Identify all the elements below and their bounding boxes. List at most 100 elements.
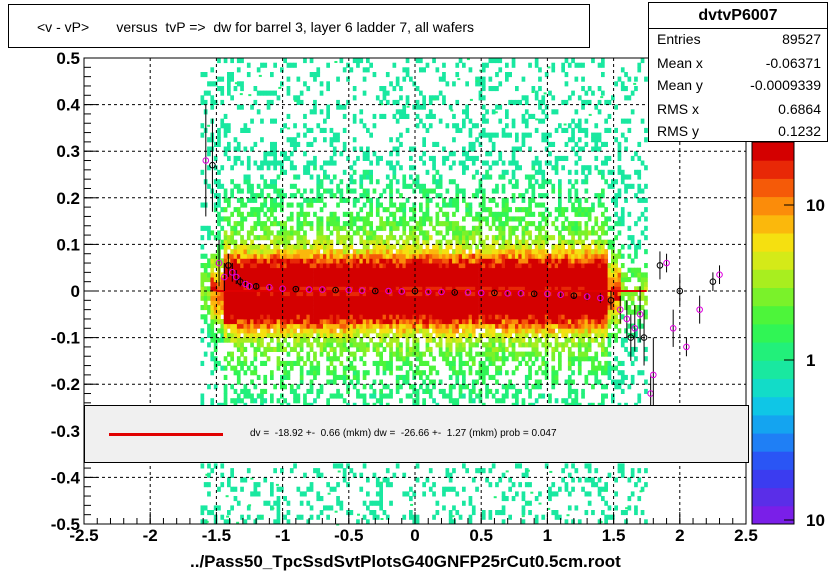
heatmap-cell (458, 370, 463, 376)
heatmap-cell (528, 323, 532, 329)
heatmap-cell (379, 286, 383, 292)
heatmap-cell (495, 267, 499, 273)
heatmap-cell (227, 300, 231, 306)
heatmap-cell (561, 346, 565, 352)
heatmap-cell (256, 319, 261, 325)
heatmap-cell (246, 179, 251, 185)
heatmap-cell (485, 346, 489, 352)
heatmap-cell (313, 244, 317, 250)
heatmap-cell (230, 332, 234, 338)
heatmap-cell (581, 323, 585, 329)
heatmap-cell (339, 314, 344, 320)
heatmap-cell (415, 342, 420, 348)
heatmap-cell (389, 272, 393, 278)
heatmap-cell (445, 291, 450, 297)
heatmap-cell (293, 323, 297, 329)
heatmap-cell (419, 286, 423, 292)
heatmap-cell (389, 314, 393, 320)
heatmap-cell (223, 249, 228, 255)
heatmap-cell (458, 127, 463, 133)
heatmap-cell (240, 342, 244, 348)
heatmap-cell (236, 393, 241, 399)
heatmap-cell (336, 500, 340, 506)
heatmap-cell (392, 258, 397, 264)
heatmap-cell (299, 514, 304, 520)
heatmap-cell (250, 398, 254, 404)
heatmap-cell (511, 160, 516, 166)
heatmap-cell (260, 118, 264, 124)
heatmap-cell (246, 230, 251, 236)
heatmap-cell (346, 510, 350, 516)
heatmap-cell (253, 323, 258, 329)
heatmap-cell (409, 146, 413, 152)
heatmap-cell (428, 332, 433, 338)
heatmap-cell (448, 281, 453, 287)
heatmap-cell (541, 244, 546, 250)
heatmap-cell (435, 510, 440, 516)
heatmap-cell (342, 267, 347, 273)
heatmap-cell (250, 258, 254, 264)
heatmap-cell (571, 356, 575, 362)
heatmap-cell (478, 141, 483, 147)
heatmap-cell (375, 95, 380, 101)
heatmap-cell (524, 188, 529, 194)
heatmap-cell (452, 291, 456, 297)
heatmap-cell (538, 244, 542, 250)
heatmap-cell (571, 519, 575, 525)
heatmap-cell (332, 216, 337, 222)
heatmap-cell (468, 314, 473, 320)
heatmap-cell (445, 155, 450, 161)
heatmap-cell (332, 365, 337, 371)
heatmap-cell (412, 207, 417, 213)
heatmap-cell (369, 235, 373, 241)
heatmap-cell (591, 365, 595, 371)
heatmap-cell (594, 468, 599, 474)
heatmap-cell (412, 235, 417, 241)
heatmap-cell (577, 155, 582, 161)
heatmap-cell (541, 281, 546, 287)
heatmap-cell (455, 379, 460, 385)
heatmap-cell (213, 514, 218, 520)
heatmap-cell (511, 118, 516, 124)
heatmap-cell (256, 346, 261, 352)
heatmap-cell (306, 519, 311, 525)
heatmap-cell (276, 230, 281, 236)
heatmap-cell (462, 239, 466, 245)
heatmap-cell (293, 146, 297, 152)
heatmap-cell (442, 332, 446, 338)
heatmap-cell (594, 356, 599, 362)
heatmap-cell (342, 314, 347, 320)
heatmap-cell (415, 179, 420, 185)
heatmap-cell (402, 174, 407, 180)
heatmap-cell (554, 263, 559, 269)
heatmap-cell (548, 398, 552, 404)
heatmap-cell (471, 328, 476, 334)
heatmap-cell (339, 239, 344, 245)
heatmap-cell (356, 267, 360, 273)
heatmap-cell (289, 384, 294, 390)
heatmap-cell (577, 356, 582, 362)
heatmap-cell (531, 197, 536, 203)
heatmap-cell (544, 281, 549, 287)
heatmap-cell (405, 360, 410, 366)
heatmap-cell (280, 225, 284, 231)
heatmap-cell (518, 277, 522, 283)
heatmap-cell (236, 146, 241, 152)
heatmap-cell (544, 365, 549, 371)
heatmap-cell (220, 216, 225, 222)
heatmap-cell (369, 160, 373, 166)
heatmap-cell (498, 305, 503, 311)
heatmap-cell (581, 179, 585, 185)
heatmap-cell (485, 388, 489, 394)
heatmap-cell (581, 263, 585, 269)
heatmap-cell (336, 323, 340, 329)
heatmap-cell (554, 337, 559, 343)
heatmap-cell (422, 319, 426, 325)
heatmap-cell (551, 309, 556, 315)
heatmap-cell (233, 300, 238, 306)
heatmap-cell (392, 99, 397, 105)
heatmap-cell (303, 81, 307, 87)
heatmap-cell (518, 165, 522, 171)
heatmap-cell (280, 127, 284, 133)
heatmap-cell (379, 244, 383, 250)
